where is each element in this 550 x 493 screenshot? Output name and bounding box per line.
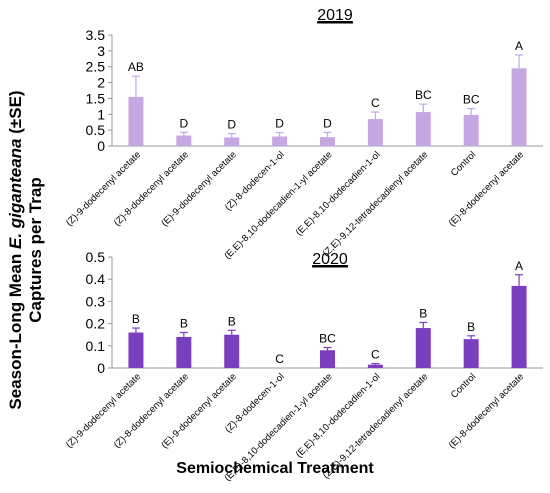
significance-letter: C	[371, 96, 380, 110]
y-tick-label: 0.5	[86, 249, 106, 265]
x-tick-label: Control	[449, 149, 478, 178]
significance-letter: B	[180, 316, 188, 330]
y-tick-label: 0.1	[86, 338, 106, 354]
bar	[224, 137, 240, 146]
bar	[367, 364, 383, 368]
y-tick-label: 0.3	[86, 293, 106, 309]
significance-letter: D	[227, 118, 236, 132]
significance-letter: A	[515, 39, 523, 53]
significance-letter: D	[323, 116, 332, 130]
significance-letter: BC	[415, 88, 432, 102]
y-tick-label: 0.4	[86, 271, 106, 287]
significance-letter: B	[467, 320, 475, 334]
bar	[511, 68, 527, 146]
y-axis-label-line2: Captures per Trap	[26, 177, 45, 323]
chart-title: 2019	[317, 7, 353, 24]
y-tick-label: 2.5	[86, 59, 106, 75]
y-tick-label: 3	[97, 43, 105, 59]
significance-letter: B	[419, 306, 427, 320]
x-tick-label: (Z,E)-9,12-tetradecadienyl acetate	[321, 149, 431, 259]
y-axis-label: Season-Long Mean E. giganteana (±SE) Cap…	[2, 60, 50, 440]
bar	[463, 114, 479, 146]
bar	[176, 135, 192, 146]
bar	[272, 136, 288, 146]
y-axis-label-line1: Season-Long Mean E. giganteana (±SE)	[6, 90, 25, 410]
significance-letter: BC	[463, 93, 480, 107]
bar	[128, 332, 144, 368]
bar	[176, 336, 192, 368]
significance-letter: D	[179, 116, 188, 130]
significance-letter: C	[371, 348, 380, 362]
x-tick-label: (E,E)-8,10-dodecadien-1-ol	[294, 149, 383, 238]
bar	[415, 328, 431, 368]
significance-letter: BC	[319, 332, 336, 346]
x-tick-label: Control	[449, 371, 478, 400]
y-tick-label: 0	[97, 360, 105, 376]
y-tick-label: 0.5	[86, 122, 106, 138]
significance-letter: C	[275, 352, 284, 366]
x-tick-label: (E,E)-8,10-dodecadien-1-ol	[294, 371, 383, 460]
bar	[128, 96, 144, 146]
y-tick-label: 2	[97, 75, 105, 91]
bar	[415, 112, 431, 146]
y-tick-label: 1.5	[86, 90, 106, 106]
bar	[463, 339, 479, 368]
y-tick-label: 3.5	[86, 27, 106, 43]
x-axis-label: Semiochemical Treatment	[176, 460, 374, 477]
significance-letter: D	[275, 117, 284, 131]
bar	[224, 334, 240, 368]
bar	[320, 137, 335, 146]
significance-letter: AB	[128, 60, 144, 74]
bar	[511, 285, 527, 368]
y-tick-label: 0.2	[86, 316, 106, 332]
chart-title: 2020	[312, 251, 348, 268]
significance-letter: A	[515, 259, 523, 273]
y-tick-label: 1	[97, 106, 105, 122]
significance-letter: B	[228, 314, 236, 328]
bar	[320, 350, 335, 368]
significance-letter: B	[132, 312, 140, 326]
bar	[367, 119, 383, 146]
y-tick-label: 0	[97, 138, 105, 154]
